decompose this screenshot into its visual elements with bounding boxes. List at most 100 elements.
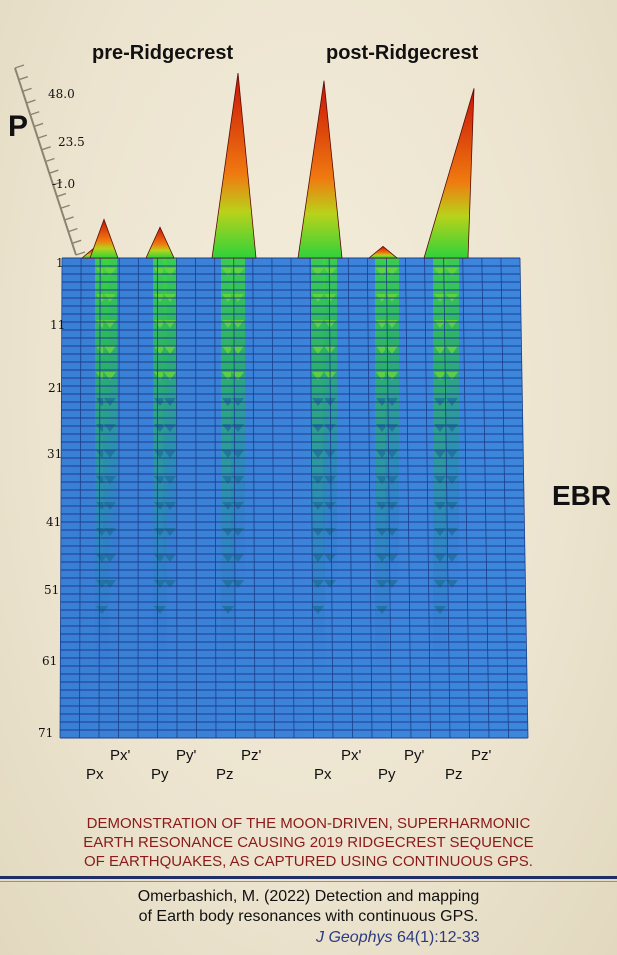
ridge-chevron	[446, 372, 458, 380]
group-title-pre: pre-Ridgecrest	[92, 42, 234, 64]
p-axis-tick	[49, 169, 59, 174]
ridge-chevron	[446, 476, 458, 484]
caption-line: OF EARTHQUAKES, AS CAPTURED USING CONTIN…	[84, 853, 533, 870]
ridge-chevron	[312, 268, 324, 276]
peak	[423, 88, 475, 259]
ridge-chevron	[324, 450, 336, 458]
ridge-chevron	[232, 372, 244, 380]
ridge-chevron	[324, 580, 336, 588]
figure-caption: DEMONSTRATION OF THE MOON-DRIVEN, SUPERH…	[20, 814, 597, 871]
component-ridge	[323, 258, 337, 588]
x-label-px-prime: Px'	[341, 747, 362, 764]
ridge-chevron	[164, 554, 176, 562]
ridge-chevron	[312, 346, 324, 354]
p-axis-tick	[45, 157, 55, 163]
component-ridge	[163, 258, 177, 588]
ridge-chevron	[104, 372, 116, 380]
ridge-chevron	[324, 268, 336, 276]
grid-col	[309, 257, 314, 739]
grid-col	[443, 257, 451, 739]
ridge-chevron	[164, 476, 176, 484]
x-label-px: Px	[314, 766, 332, 783]
p-axis-tick	[52, 181, 63, 186]
x-label-pz-prime: Pz'	[471, 747, 492, 764]
x-label-pz: Pz	[216, 766, 234, 783]
x-label-py-prime: Py'	[404, 747, 425, 764]
grid-col	[405, 257, 412, 739]
grid-col	[424, 257, 431, 739]
ridge-chevron	[164, 450, 176, 458]
grid-col	[290, 257, 295, 739]
ridge-chevron	[232, 346, 244, 354]
p-tick-label: 23.5	[58, 135, 85, 149]
component-ridge	[385, 258, 399, 588]
grid-col	[347, 257, 353, 739]
ridge-chevron	[446, 580, 458, 588]
grid-col	[500, 257, 509, 739]
divider	[0, 881, 617, 882]
ebr-tick-label: 51	[44, 583, 60, 597]
ridge-chevron	[164, 372, 176, 380]
ridge-chevron	[104, 450, 116, 458]
ridge-chevron	[446, 346, 458, 354]
ridge-chevron	[104, 580, 116, 588]
grid-col	[118, 257, 120, 739]
ebr-tick-label: 31	[47, 447, 63, 461]
grid-col	[233, 257, 236, 739]
ridge-chevron	[104, 554, 116, 562]
ridge-chevron	[232, 268, 244, 276]
p-axis-label: P	[8, 110, 29, 143]
p-axis-tick	[33, 122, 44, 128]
ebr-tick-label: 21	[48, 381, 64, 395]
p-axis-tick	[75, 251, 86, 256]
journal-name: J Geophys	[316, 929, 393, 946]
ridge-chevron	[232, 476, 244, 484]
surface-plot	[14, 64, 529, 739]
x-label-px-prime: Px'	[110, 747, 131, 764]
ebr-tick-label: 61	[42, 654, 58, 668]
x-label-pz: Pz	[445, 766, 463, 783]
peak	[367, 245, 399, 259]
grid-col	[481, 257, 490, 739]
grid-col	[328, 257, 334, 739]
p-axis-tick	[68, 227, 78, 233]
peak	[145, 226, 175, 259]
ridge-chevron	[386, 268, 398, 276]
grid-col	[214, 257, 217, 739]
grid-col	[98, 257, 101, 739]
grid-col	[176, 257, 178, 739]
ridge-chevron	[104, 346, 116, 354]
peaks-layer	[80, 72, 475, 259]
grid-col	[271, 257, 275, 739]
p-tick-label: 48.0	[48, 87, 75, 101]
p-axis-tick	[18, 76, 29, 81]
ridge-chevron	[386, 554, 398, 562]
ridge-chevron	[104, 268, 116, 276]
caption-line: DEMONSTRATION OF THE MOON-DRIVEN, SUPERH…	[86, 815, 531, 832]
ridge-chevron	[232, 450, 244, 458]
ridge-chevron	[434, 450, 446, 458]
x-label-py-prime: Py'	[176, 747, 197, 764]
p-axis-tick	[64, 216, 74, 221]
ridge-chevron	[386, 346, 398, 354]
grid-col	[462, 257, 470, 739]
grid-col	[252, 257, 256, 739]
ridge-chevron	[446, 268, 458, 276]
citation-line: of Earth body resonances with continuous…	[138, 908, 479, 925]
x-label-py: Py	[378, 766, 396, 783]
journal-volume: 64(1):12-33	[396, 929, 480, 946]
ebr-tick-label: 11	[50, 318, 66, 332]
component-ridge	[311, 258, 325, 678]
x-label-pz-prime: Pz'	[241, 747, 262, 764]
p-axis-tick	[30, 111, 40, 116]
p-axis	[14, 64, 86, 256]
x-label-py: Py	[151, 766, 169, 783]
component-ridge	[103, 258, 117, 588]
p-tick-label: -1.0	[52, 177, 76, 191]
component-ridge	[445, 258, 459, 588]
divider	[0, 876, 617, 879]
ridge-chevron	[434, 268, 446, 276]
p-axis-tick	[37, 134, 48, 139]
ridge-chevron	[434, 580, 446, 588]
ridge-chevron	[164, 580, 176, 588]
